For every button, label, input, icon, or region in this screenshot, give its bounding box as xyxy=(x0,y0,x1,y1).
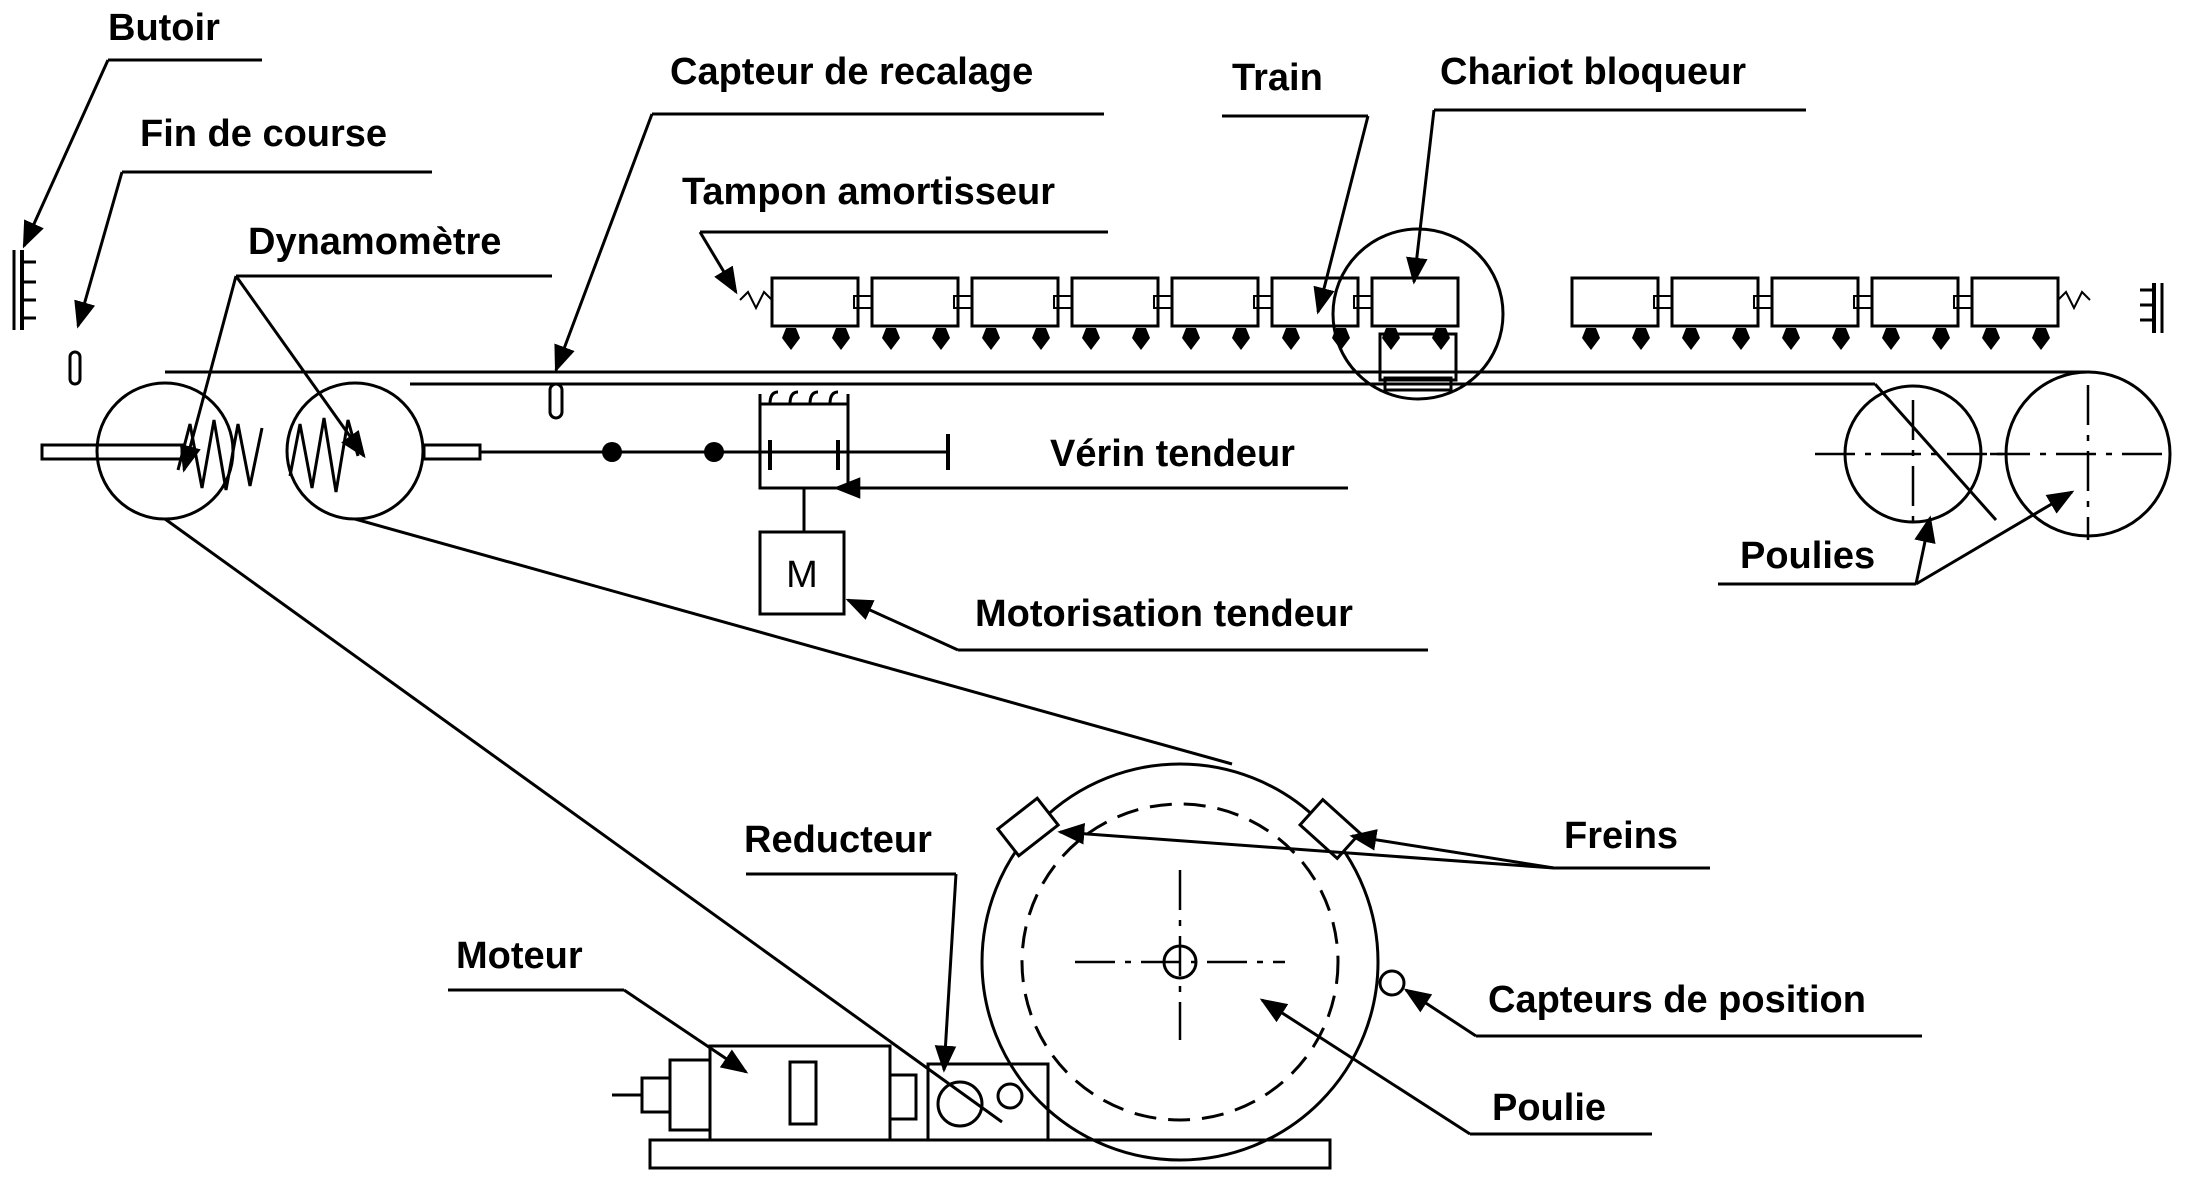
left-pulley-1 xyxy=(95,381,235,521)
wagon-wheel xyxy=(1932,328,1950,350)
label-freins: Freins xyxy=(1057,815,1710,870)
wagon xyxy=(970,276,1060,328)
label-poulies-text: Poulies xyxy=(1740,535,1875,577)
wagon-wheel xyxy=(1082,328,1100,350)
butoir-left xyxy=(12,250,36,330)
label-moteur: Moteur xyxy=(448,935,749,1074)
wagon-wheel xyxy=(1982,328,2000,350)
dynamometer-spring xyxy=(176,417,360,493)
wagon xyxy=(1670,276,1760,328)
label-reducteur: Reducteur xyxy=(744,819,958,1073)
label-fin-de-course-text: Fin de course xyxy=(140,113,387,155)
label-capteurs-position: Capteurs de position xyxy=(1403,979,1922,1038)
label-capteur-recalage-text: Capteur de recalage xyxy=(670,51,1033,93)
label-reducteur-text: Reducteur xyxy=(744,819,932,861)
wagon-wheel xyxy=(1882,328,1900,350)
label-fin-de-course: Fin de course xyxy=(74,113,432,329)
main-pulley xyxy=(980,762,1406,1162)
label-chariot-bloqueur-text: Chariot bloqueur xyxy=(1440,51,1746,93)
label-verin-tendeur-text: Vérin tendeur xyxy=(1050,433,1295,475)
wagon-wheel xyxy=(982,328,1000,350)
wagon-wheel xyxy=(1682,328,1700,350)
label-poulies: Poulies xyxy=(1718,490,2075,586)
wagon-wheel xyxy=(1432,328,1450,350)
tensioner-motor: M xyxy=(758,530,846,616)
wagon-wheel xyxy=(1632,328,1650,350)
wagon-wheel xyxy=(1282,328,1300,350)
wagon-wheel xyxy=(1032,328,1050,350)
label-butoir-text: Butoir xyxy=(108,7,220,49)
wagon-wheel xyxy=(1832,328,1850,350)
wagon-wheel xyxy=(1232,328,1250,350)
wagon xyxy=(1070,276,1160,328)
left-pulley-2 xyxy=(285,381,425,521)
wagon-wheel xyxy=(1782,328,1800,350)
label-dynamometre: Dynamomètre xyxy=(179,221,552,473)
right-pulley-1 xyxy=(1815,384,2010,525)
wagon-wheel xyxy=(1382,328,1400,350)
wagon-wheel xyxy=(832,328,850,350)
wagon-wheel xyxy=(1732,328,1750,350)
wagon-wheel xyxy=(782,328,800,350)
brakes xyxy=(995,796,1363,861)
label-chariot-bloqueur: Chariot bloqueur xyxy=(1406,51,1806,285)
label-capteurs-position-text: Capteurs de position xyxy=(1488,979,1866,1021)
butoir-right xyxy=(2140,283,2164,333)
label-freins-text: Freins xyxy=(1564,815,1678,857)
label-train: Train xyxy=(1222,57,1370,315)
label-tampon-amortisseur-text: Tampon amortisseur xyxy=(682,171,1055,213)
label-tampon-amortisseur: Tampon amortisseur xyxy=(682,171,1108,295)
belt-lower xyxy=(164,517,1233,1124)
wagon-wheel xyxy=(932,328,950,350)
label-poulie: Poulie xyxy=(1259,998,1652,1136)
wagon xyxy=(870,276,960,328)
label-verin-tendeur: Vérin tendeur xyxy=(833,433,1348,499)
wagon xyxy=(770,276,860,328)
wagon xyxy=(1570,276,1660,328)
motor-assembly xyxy=(612,1044,1332,1170)
label-capteur-recalage: Capteur de recalage xyxy=(554,51,1104,373)
label-train-text: Train xyxy=(1232,57,1323,99)
tension-cylinder xyxy=(758,390,850,532)
wagon-wheel xyxy=(882,328,900,350)
buffer-spring-right xyxy=(2057,290,2091,311)
motor-symbol: M xyxy=(786,554,818,596)
label-dynamometre-text: Dynamomètre xyxy=(248,221,501,263)
wagon xyxy=(1370,276,1460,328)
wagon xyxy=(1170,276,1260,328)
label-motorisation-tendeur-text: Motorisation tendeur xyxy=(975,593,1353,635)
wagon xyxy=(1870,276,1960,328)
wagon xyxy=(1770,276,1860,328)
label-motorisation-tendeur: Motorisation tendeur xyxy=(845,593,1428,652)
wagon-wheel xyxy=(2032,328,2050,350)
wagon-wheel xyxy=(1582,328,1600,350)
wagon-wheel xyxy=(1132,328,1150,350)
train xyxy=(739,276,2091,350)
label-butoir: Butoir xyxy=(22,7,262,249)
resync-sensor xyxy=(548,382,564,420)
buffer-spring-left xyxy=(739,290,773,311)
wagon-wheel xyxy=(1182,328,1200,350)
wagon xyxy=(1970,276,2060,328)
right-belt xyxy=(1873,383,1998,521)
label-poulie-text: Poulie xyxy=(1492,1087,1606,1129)
track-rails xyxy=(165,370,2090,386)
wagon xyxy=(1270,276,1360,328)
right-pulley-2 xyxy=(1990,370,2172,540)
limit-switch xyxy=(68,350,82,386)
label-moteur-text: Moteur xyxy=(456,935,583,977)
